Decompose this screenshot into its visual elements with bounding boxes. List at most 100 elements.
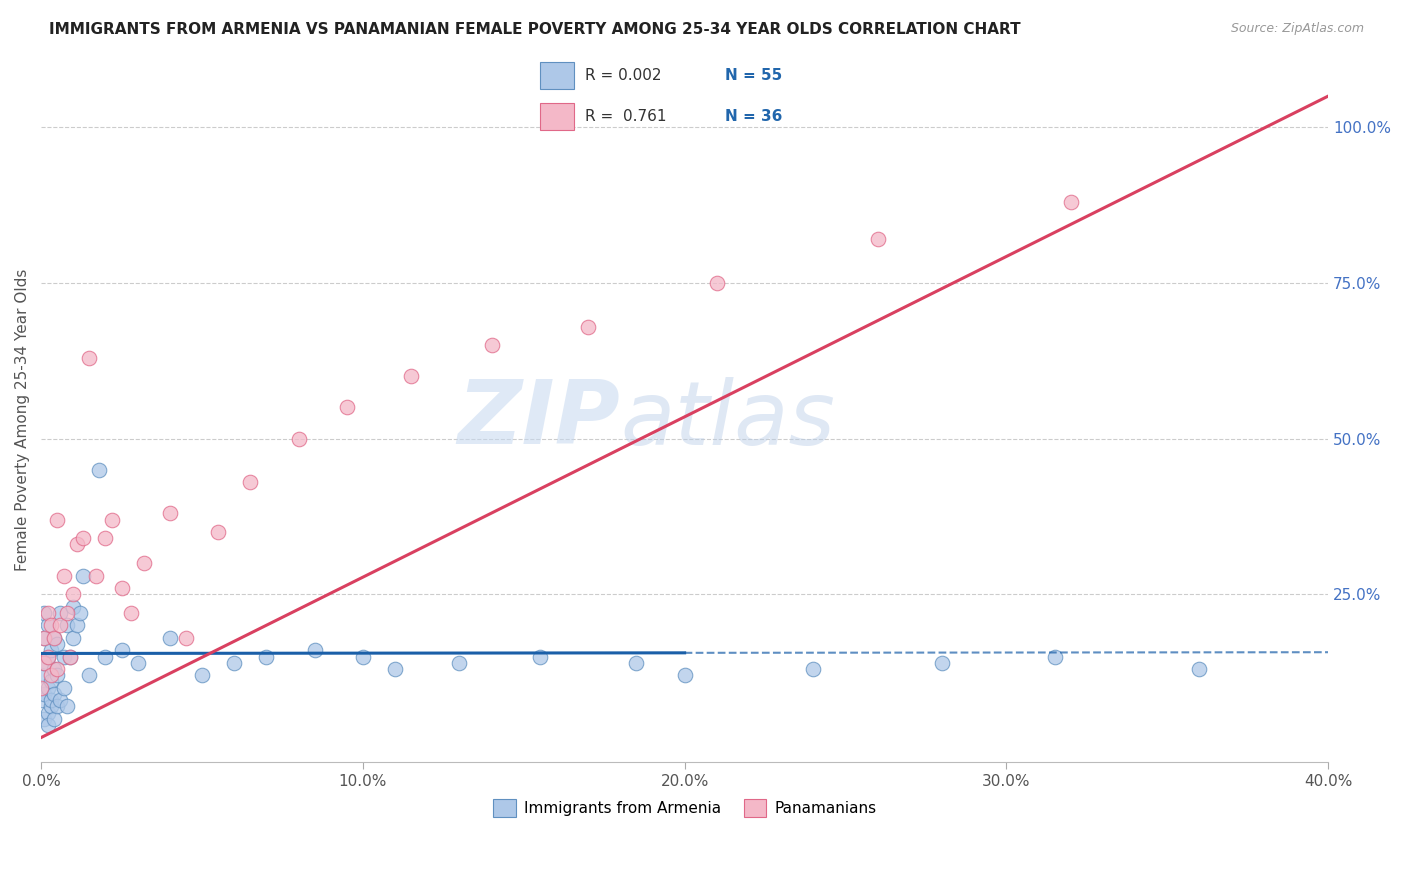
Point xyxy=(399,369,422,384)
Point xyxy=(254,649,277,664)
Point xyxy=(72,531,94,545)
Point xyxy=(52,568,75,582)
Point xyxy=(174,631,197,645)
Point xyxy=(87,463,110,477)
Point xyxy=(931,656,953,670)
Point xyxy=(37,706,59,720)
Point xyxy=(62,599,84,614)
Point xyxy=(576,319,599,334)
Point xyxy=(30,681,52,695)
Point xyxy=(37,681,59,695)
Point xyxy=(1043,649,1066,664)
Point xyxy=(56,618,79,632)
Point xyxy=(34,606,56,620)
Point xyxy=(46,512,69,526)
Bar xyxy=(540,103,574,130)
Point xyxy=(1188,662,1211,676)
Point xyxy=(101,512,124,526)
Point xyxy=(37,649,59,664)
Point xyxy=(52,681,75,695)
Point xyxy=(30,693,52,707)
Point xyxy=(46,699,69,714)
Point xyxy=(39,674,62,689)
Point xyxy=(224,656,246,670)
Point xyxy=(46,668,69,682)
Point xyxy=(287,432,309,446)
Point xyxy=(34,631,56,645)
Point xyxy=(207,524,229,539)
Point xyxy=(127,656,149,670)
Point xyxy=(336,401,359,415)
Point xyxy=(49,618,72,632)
Point xyxy=(56,606,79,620)
Point xyxy=(59,649,82,664)
Point xyxy=(49,693,72,707)
Point xyxy=(1060,194,1083,209)
Point xyxy=(94,649,117,664)
Point xyxy=(39,643,62,657)
Text: Source: ZipAtlas.com: Source: ZipAtlas.com xyxy=(1230,22,1364,36)
Point xyxy=(159,631,181,645)
Text: R =  0.761: R = 0.761 xyxy=(585,109,666,124)
Point xyxy=(34,656,56,670)
Legend: Immigrants from Armenia, Panamanians: Immigrants from Armenia, Panamanians xyxy=(486,792,883,823)
Point xyxy=(62,587,84,601)
Point xyxy=(46,637,69,651)
Bar xyxy=(540,62,574,89)
Point xyxy=(65,618,87,632)
Point xyxy=(866,232,889,246)
Point xyxy=(801,662,824,676)
Point xyxy=(39,618,62,632)
Point xyxy=(46,662,69,676)
Point xyxy=(706,276,728,290)
Point xyxy=(449,656,471,670)
Point xyxy=(52,649,75,664)
Point xyxy=(42,687,65,701)
Point xyxy=(37,606,59,620)
Point xyxy=(37,718,59,732)
Point xyxy=(37,618,59,632)
Point xyxy=(72,568,94,582)
Point xyxy=(42,712,65,726)
Point xyxy=(79,351,101,365)
Point xyxy=(34,656,56,670)
Point xyxy=(39,668,62,682)
Point xyxy=(42,631,65,645)
Point xyxy=(34,631,56,645)
Text: ZIP: ZIP xyxy=(457,376,620,464)
Point xyxy=(79,668,101,682)
Point xyxy=(304,643,326,657)
Point xyxy=(62,631,84,645)
Point xyxy=(56,699,79,714)
Point xyxy=(34,687,56,701)
Point xyxy=(159,506,181,520)
Point xyxy=(69,606,91,620)
Point xyxy=(673,668,696,682)
Point xyxy=(49,606,72,620)
Y-axis label: Female Poverty Among 25-34 Year Olds: Female Poverty Among 25-34 Year Olds xyxy=(15,268,30,571)
Point xyxy=(352,649,374,664)
Point xyxy=(120,606,142,620)
Point xyxy=(384,662,406,676)
Point xyxy=(65,537,87,551)
Text: N = 36: N = 36 xyxy=(725,109,783,124)
Point xyxy=(132,556,155,570)
Point xyxy=(30,668,52,682)
Point xyxy=(39,693,62,707)
Point xyxy=(529,649,551,664)
Point xyxy=(110,643,132,657)
Point xyxy=(110,581,132,595)
Point xyxy=(59,649,82,664)
Text: IMMIGRANTS FROM ARMENIA VS PANAMANIAN FEMALE POVERTY AMONG 25-34 YEAR OLDS CORRE: IMMIGRANTS FROM ARMENIA VS PANAMANIAN FE… xyxy=(49,22,1021,37)
Point xyxy=(94,531,117,545)
Point xyxy=(39,699,62,714)
Point xyxy=(42,662,65,676)
Text: atlas: atlas xyxy=(620,377,835,463)
Point xyxy=(626,656,648,670)
Point xyxy=(42,631,65,645)
Text: N = 55: N = 55 xyxy=(725,68,783,83)
Point xyxy=(239,475,262,490)
Point xyxy=(37,649,59,664)
Point xyxy=(191,668,214,682)
Text: R = 0.002: R = 0.002 xyxy=(585,68,661,83)
